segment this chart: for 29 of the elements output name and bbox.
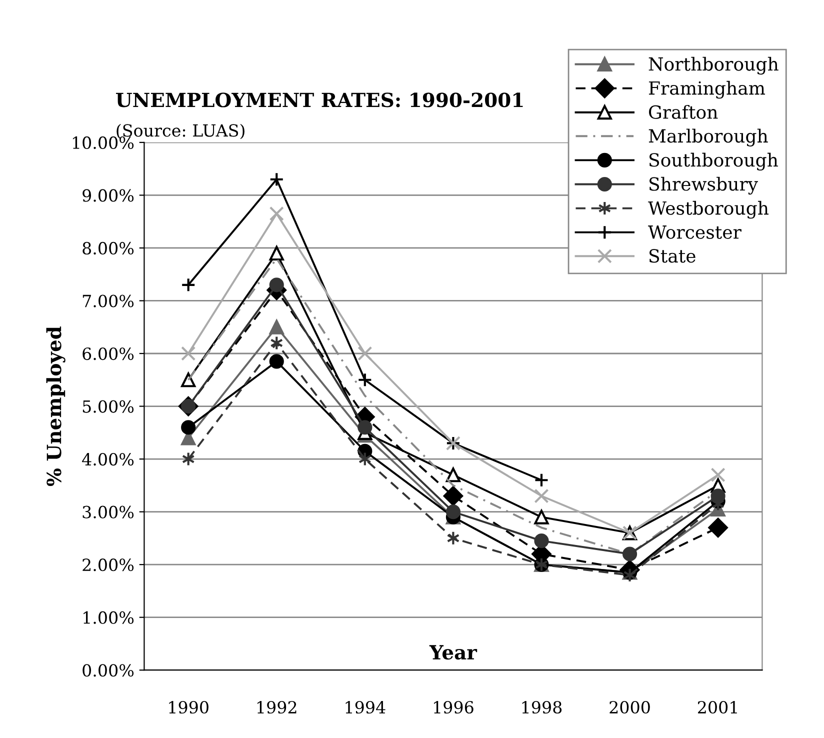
x-tick-label: 1990 [169, 700, 208, 714]
y-tick-label: 2.00% [82, 558, 134, 572]
legend-label: Marlborough [648, 128, 768, 146]
y-axis-title: % Unemployed [46, 326, 66, 486]
y-tick-label: 6.00% [82, 347, 134, 360]
legend-label: State [650, 249, 696, 263]
legend-label: Southborough [650, 152, 778, 171]
y-tick-label: 7.00% [82, 294, 134, 308]
x-tick-label: 2001 [698, 700, 737, 714]
legend-label: Grafton [648, 104, 718, 119]
y-tick-label: 5.00% [82, 400, 134, 413]
x-tick-label: 1994 [346, 700, 386, 714]
legend-label: Shrewsbury [650, 176, 758, 195]
x-axis-title: Year [429, 645, 478, 660]
y-tick-label: 8.00% [82, 242, 134, 255]
legend-label: Northborough [648, 56, 778, 75]
x-tick-label: 1996 [434, 700, 474, 714]
y-tick-label: 9.00% [82, 189, 134, 202]
y-tick-label: 4.00% [82, 453, 134, 466]
y-tick-label: 0.00% [82, 664, 134, 677]
y-tick-label: 1.00% [84, 611, 134, 624]
y-tick-label: 3.00% [82, 506, 134, 518]
legend-label: Worcester [648, 225, 742, 239]
legend-label: Westborough [648, 200, 769, 219]
x-tick-label: 1992 [257, 700, 296, 714]
x-tick-label: 1998 [522, 700, 562, 714]
x-tick-label: 2000 [610, 700, 650, 714]
chart-title: UNEMPLOYMENT RATES: 1990-2001 [116, 92, 523, 108]
legend-label: Framingham [648, 80, 766, 99]
